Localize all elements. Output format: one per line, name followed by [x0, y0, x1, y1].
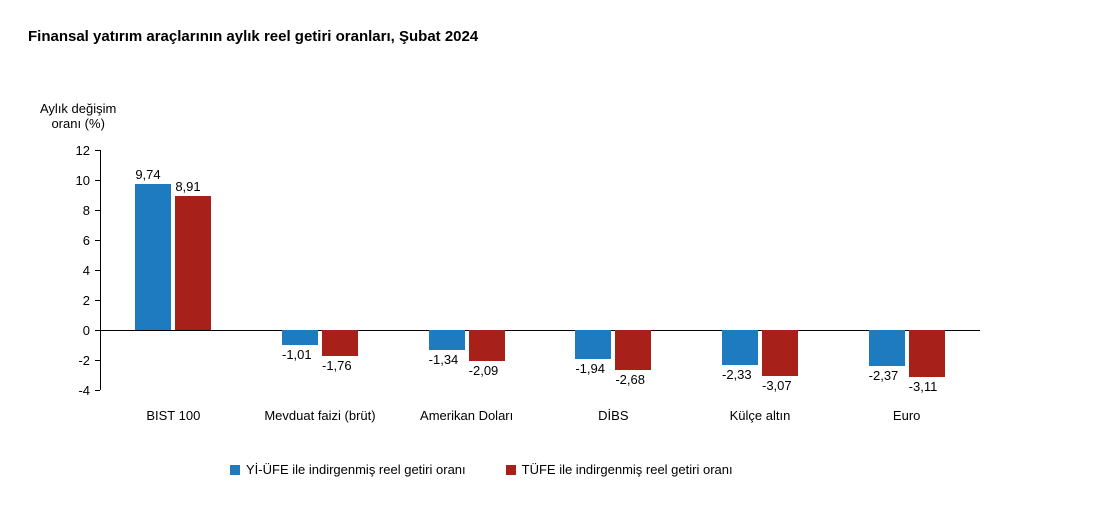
bar-value-label: 9,74 — [135, 167, 160, 182]
chart-plot-area: -4-20246810129,748,91BIST 100-1,01-1,76M… — [100, 150, 980, 390]
bar — [869, 330, 905, 366]
chart-title: Finansal yatırım araçlarının aylık reel … — [28, 28, 478, 45]
bar-value-label: -2,37 — [869, 368, 899, 383]
bar-value-label: -1,01 — [282, 347, 312, 362]
y-tick-label: 10 — [50, 173, 90, 188]
y-tick-mark — [95, 150, 100, 151]
y-axis-title-line2: oranı (%) — [51, 116, 104, 131]
y-tick-mark — [95, 390, 100, 391]
bar-value-label: 8,91 — [175, 179, 200, 194]
legend-swatch — [506, 465, 516, 475]
category-label: Euro — [833, 408, 980, 423]
legend-label: TÜFE ile indirgenmiş reel getiri oranı — [522, 462, 733, 477]
bar-value-label: -2,33 — [722, 367, 752, 382]
legend-swatch — [230, 465, 240, 475]
y-tick-label: -2 — [50, 353, 90, 368]
bar — [282, 330, 318, 345]
y-axis-line — [100, 150, 101, 390]
bar — [909, 330, 945, 377]
chart-legend: Yİ-ÜFE ile indirgenmiş reel getiri oranı… — [230, 462, 733, 477]
y-tick-mark — [95, 180, 100, 181]
bar — [762, 330, 798, 376]
y-tick-label: 8 — [50, 203, 90, 218]
category-label: DİBS — [540, 408, 687, 423]
bar-value-label: -1,94 — [575, 361, 605, 376]
y-tick-mark — [95, 270, 100, 271]
bar — [175, 196, 211, 330]
y-tick-mark — [95, 330, 100, 331]
category-label: Külçe altın — [687, 408, 834, 423]
bar-value-label: -2,68 — [615, 372, 645, 387]
y-axis-title: Aylık değişim oranı (%) — [40, 102, 116, 132]
category-label: Mevduat faizi (brüt) — [247, 408, 394, 423]
y-tick-mark — [95, 360, 100, 361]
y-tick-label: 0 — [50, 323, 90, 338]
legend-item: TÜFE ile indirgenmiş reel getiri oranı — [506, 462, 733, 477]
y-tick-label: 12 — [50, 143, 90, 158]
bar — [429, 330, 465, 350]
y-tick-label: 4 — [50, 263, 90, 278]
category-label: BIST 100 — [100, 408, 247, 423]
category-label: Amerikan Doları — [393, 408, 540, 423]
legend-item: Yİ-ÜFE ile indirgenmiş reel getiri oranı — [230, 462, 466, 477]
y-tick-mark — [95, 240, 100, 241]
bar — [722, 330, 758, 365]
y-tick-label: -4 — [50, 383, 90, 398]
y-tick-label: 6 — [50, 233, 90, 248]
x-axis-line — [100, 330, 980, 331]
y-axis-title-line1: Aylık değişim — [40, 101, 116, 116]
bar-value-label: -3,07 — [762, 378, 792, 393]
bar-value-label: -2,09 — [469, 363, 499, 378]
bar-value-label: -1,76 — [322, 358, 352, 373]
bar — [575, 330, 611, 359]
legend-label: Yİ-ÜFE ile indirgenmiş reel getiri oranı — [246, 462, 466, 477]
bar — [615, 330, 651, 370]
y-tick-label: 2 — [50, 293, 90, 308]
bar-value-label: -1,34 — [429, 352, 459, 367]
bar — [469, 330, 505, 361]
bar-value-label: -3,11 — [909, 379, 938, 394]
bar — [322, 330, 358, 356]
y-tick-mark — [95, 210, 100, 211]
y-tick-mark — [95, 300, 100, 301]
bar — [135, 184, 171, 330]
